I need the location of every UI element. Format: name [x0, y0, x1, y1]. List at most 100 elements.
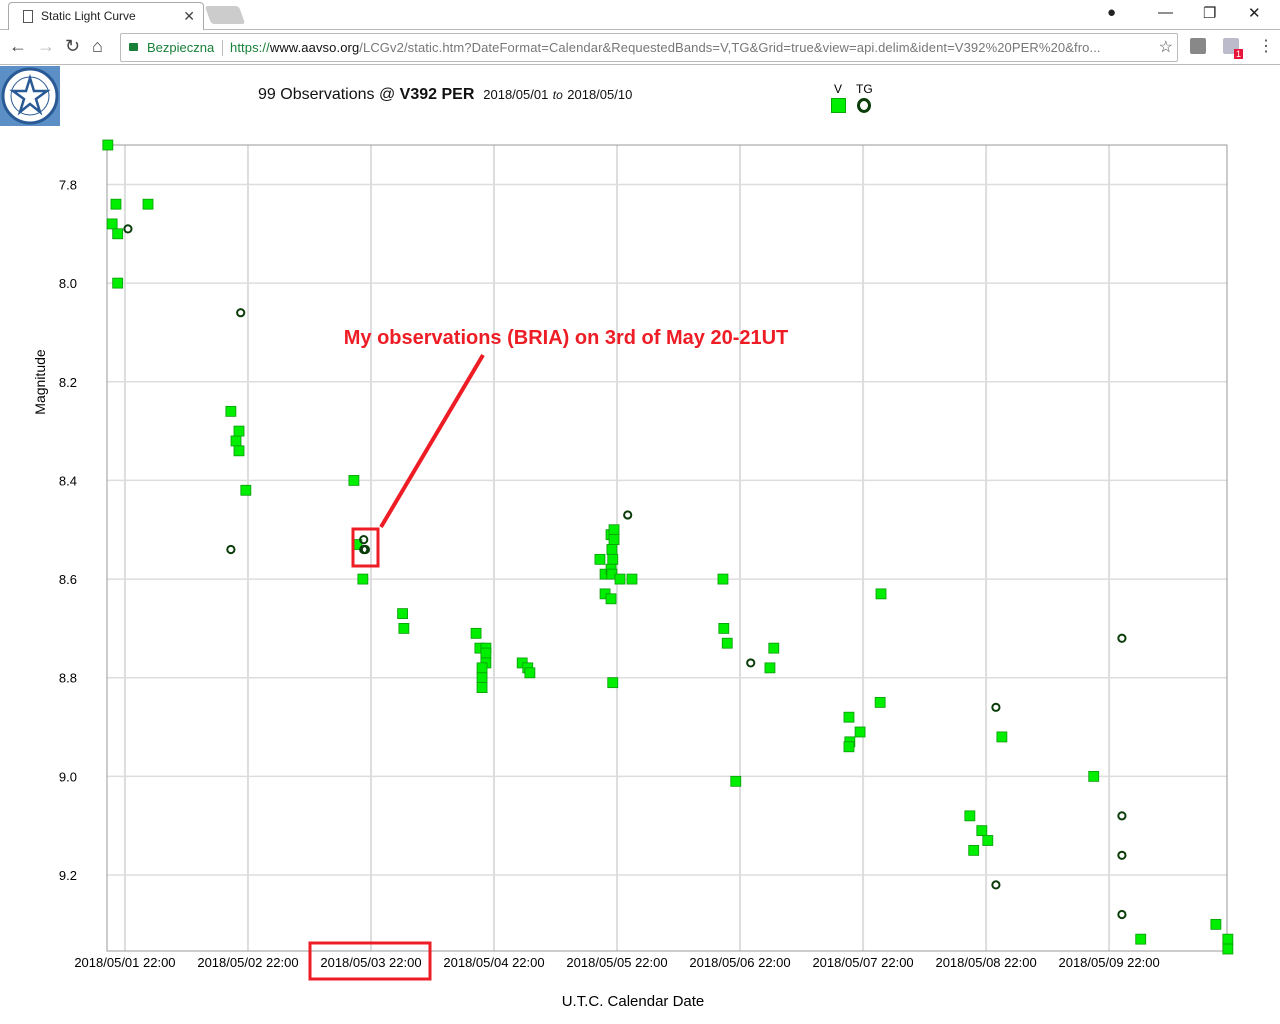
security-label: Bezpieczna [147, 40, 215, 55]
tg-point [746, 658, 756, 668]
to-word: to [552, 88, 563, 102]
y-axis-label: Magnitude [32, 349, 48, 415]
v-point [398, 623, 410, 634]
star-id: V392 PER [399, 86, 475, 103]
tab-bar: Static Light Curve ✕ ● — ❐ ✕ [0, 0, 1280, 31]
v-point [608, 534, 620, 546]
legend-label-v: V [834, 82, 843, 96]
tab-static-light-curve[interactable]: Static Light Curve ✕ [8, 2, 204, 31]
x-tick-label: 2018/05/04 22:00 [443, 955, 544, 970]
tg-point [236, 308, 246, 318]
restore-icon[interactable]: ❐ [1203, 5, 1217, 22]
address-bar[interactable]: Bezpieczna https://www.aavso.org/LCGv2/s… [120, 33, 1178, 62]
y-tick-label: 9.2 [59, 868, 77, 883]
v-point [524, 667, 536, 679]
tg-point [123, 224, 133, 234]
minimize-icon[interactable]: — [1158, 4, 1173, 21]
tg-point [991, 702, 1001, 712]
v-point [605, 593, 617, 605]
v-point [225, 405, 237, 417]
close-window-icon[interactable]: ✕ [1248, 5, 1261, 22]
browser-toolbar: ← → ↻ ⌂ Bezpieczna https://www.aavso.org… [0, 30, 1280, 65]
v-point [1135, 933, 1147, 945]
profile-icon[interactable]: ● [1107, 4, 1117, 21]
v-point [768, 642, 780, 654]
tg-point [1117, 909, 1127, 920]
v-point [968, 844, 980, 856]
tg-point [359, 535, 369, 545]
v-point [964, 810, 976, 822]
tick-highlight-box [308, 941, 432, 981]
v-point [843, 711, 855, 723]
close-tab-icon[interactable]: ✕ [183, 8, 195, 24]
v-point [717, 573, 729, 585]
v-point [233, 425, 245, 437]
tg-point [1117, 633, 1127, 643]
v-point [112, 277, 124, 289]
x-tick-label: 2018/05/02 22:00 [197, 955, 298, 970]
new-tab-button[interactable] [204, 6, 246, 24]
legend-label-tg: TG [856, 82, 873, 96]
menu-icon[interactable]: ⋮ [1258, 38, 1274, 55]
divider [222, 40, 223, 56]
bookmark-star-icon[interactable]: ☆ [1158, 39, 1173, 56]
v-point [607, 553, 619, 565]
v-point [843, 741, 855, 753]
v-point [1088, 770, 1100, 782]
v-point [476, 682, 488, 693]
y-tick-label: 8.4 [59, 473, 77, 488]
y-tick-label: 8.8 [59, 671, 77, 686]
forward-icon[interactable]: → [37, 36, 55, 56]
aavso-logo [0, 66, 60, 126]
v-point [607, 677, 619, 689]
x-tick-label: 2018/05/01 22:00 [74, 955, 175, 970]
v-point [142, 198, 154, 210]
tg-point [991, 880, 1001, 890]
y-tick-label: 8.0 [59, 276, 77, 291]
annotation-text: My observations (BRIA) on 3rd of May 20-… [344, 327, 789, 349]
chart-header: 99 Observations @ V392 PER 2018/05/01 to… [258, 86, 632, 104]
v-point [874, 696, 886, 708]
v-point [718, 623, 730, 634]
reload-icon[interactable]: ↻ [65, 36, 81, 56]
shopping-extension-icon[interactable] [1190, 38, 1206, 54]
v-point [608, 524, 620, 536]
v-point [976, 825, 988, 837]
y-tick-label: 8.6 [59, 572, 77, 587]
v-point [594, 553, 606, 565]
tg-point [1117, 811, 1127, 821]
tab-title: Static Light Curve [41, 9, 136, 23]
v-point [476, 672, 488, 684]
v-point [730, 775, 742, 787]
v-point [397, 608, 408, 620]
v-point [764, 662, 776, 674]
v-point [240, 484, 252, 496]
x-tick-label: 2018/05/05 22:00 [566, 955, 667, 970]
x-tick-label: 2018/05/08 22:00 [935, 955, 1036, 970]
v-point [996, 731, 1008, 743]
lock-icon [129, 43, 138, 51]
annotation-arrow [379, 353, 485, 529]
v-point [982, 835, 994, 846]
v-point [102, 139, 114, 151]
v-point [1222, 933, 1234, 945]
v-point [480, 647, 492, 659]
v-point [1210, 918, 1222, 930]
v-point [357, 573, 369, 585]
v-point [626, 573, 638, 585]
v-point [110, 198, 122, 210]
legend-marker-tg [857, 98, 871, 113]
home-icon[interactable]: ⌂ [92, 36, 103, 56]
back-icon[interactable]: ← [9, 36, 27, 56]
extension-badge: 1 [1233, 49, 1243, 59]
v-point [875, 588, 887, 600]
annotation-highlight-box [351, 527, 380, 568]
x-axis-label: U.T.C. Calendar Date [562, 993, 705, 1010]
extension-icon[interactable]: 1 [1223, 38, 1243, 59]
tg-point [1117, 850, 1127, 860]
y-tick-label: 7.8 [59, 177, 77, 192]
v-point [721, 637, 733, 649]
v-point [606, 544, 618, 555]
y-tick-label: 8.2 [59, 375, 77, 390]
v-point [106, 218, 118, 230]
